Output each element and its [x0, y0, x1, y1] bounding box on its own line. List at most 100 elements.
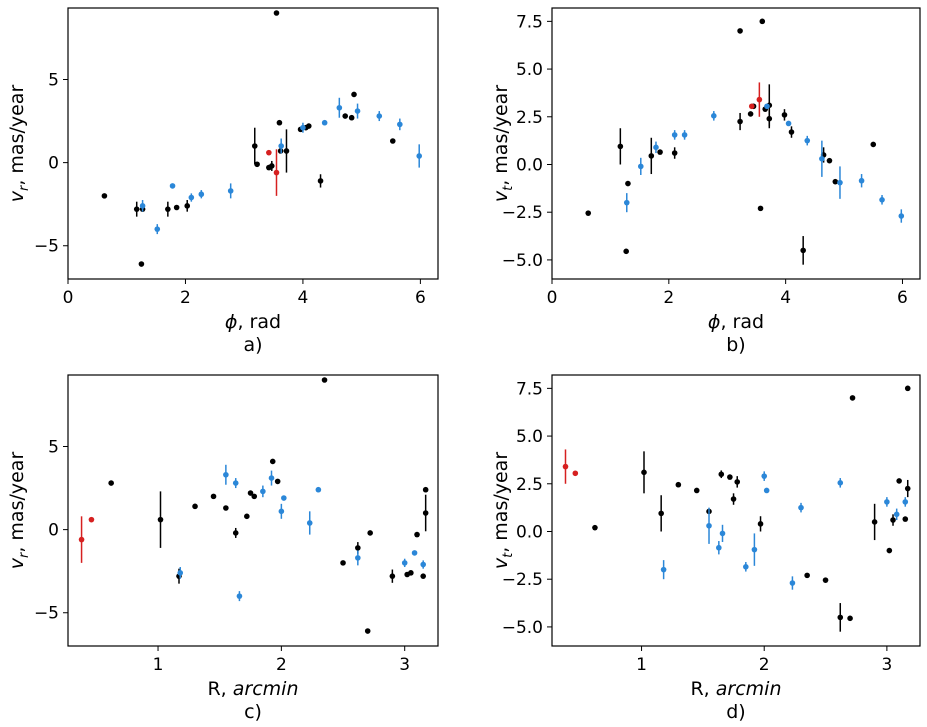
panel-label: a) — [243, 334, 262, 356]
data-point — [837, 480, 844, 486]
y-tick-label: 5.0 — [516, 60, 543, 80]
data-point — [719, 530, 726, 537]
data-point — [637, 163, 644, 170]
data-point — [283, 148, 290, 154]
data-point — [734, 479, 741, 485]
data-point — [658, 510, 664, 517]
y-tick-label: −5 — [34, 604, 59, 624]
y-tick-label: 5 — [48, 70, 59, 90]
data-point — [623, 248, 629, 255]
data-point — [711, 113, 717, 119]
data-point — [798, 504, 804, 511]
y-tick-label: 0.0 — [516, 522, 543, 542]
data-point — [397, 121, 403, 128]
data-point — [408, 570, 414, 576]
data-point — [893, 511, 900, 518]
data-point — [139, 203, 146, 209]
series-blue — [177, 464, 427, 602]
y-tick-label: 2.5 — [516, 475, 543, 495]
data-point — [227, 188, 234, 194]
y-tick-label: 5.0 — [516, 427, 543, 447]
data-point — [169, 183, 176, 189]
data-point — [693, 487, 700, 494]
data-point — [902, 499, 909, 505]
x-tick-label: 0 — [63, 288, 74, 308]
data-point — [572, 470, 579, 477]
panel-label: b) — [726, 334, 745, 356]
data-point — [592, 524, 598, 531]
plot-frame — [551, 7, 921, 280]
x-axis-label: R, arcmin — [207, 678, 298, 700]
data-point — [737, 28, 743, 34]
data-point — [718, 471, 725, 478]
data-point — [321, 377, 328, 383]
data-point — [101, 193, 108, 199]
data-point — [173, 204, 180, 211]
data-point — [389, 138, 396, 144]
data-point — [278, 143, 284, 149]
data-point — [748, 103, 755, 110]
y-tick-label: −2.5 — [502, 203, 543, 223]
data-point — [617, 143, 624, 150]
data-point — [351, 91, 357, 98]
data-point — [184, 203, 191, 209]
data-point — [364, 628, 371, 634]
data-point — [266, 149, 272, 156]
x-tick-label: 4 — [780, 288, 791, 308]
data-point — [138, 261, 145, 267]
data-point — [653, 144, 659, 151]
data-point — [562, 463, 569, 470]
data-point — [879, 196, 885, 203]
data-point — [244, 513, 250, 520]
data-point — [414, 531, 420, 538]
data-point — [278, 508, 285, 515]
data-point — [716, 544, 722, 551]
x-tick-label: 1 — [153, 655, 164, 675]
data-point — [78, 536, 85, 543]
data-point — [800, 247, 806, 254]
data-point — [420, 573, 427, 579]
data-point — [822, 577, 829, 583]
data-point — [268, 163, 275, 169]
data-point — [671, 132, 678, 138]
data-point — [198, 191, 205, 198]
data-point — [273, 169, 280, 176]
data-point — [355, 555, 361, 561]
data-point — [785, 120, 792, 127]
x-tick-label: 1 — [636, 655, 647, 675]
data-point — [759, 18, 766, 25]
data-point — [315, 486, 322, 493]
x-tick-label: 0 — [547, 288, 558, 308]
panel-d: 1 2 3 −5.0 −2.5 0.0 2.5 5.0 7.5 R, arcmin vt, mas/… — [490, 374, 921, 723]
data-point — [849, 395, 856, 401]
y-tick-label: −5 — [34, 237, 59, 257]
data-point — [902, 516, 909, 522]
data-point — [348, 114, 355, 121]
data-point — [367, 530, 373, 536]
data-point — [898, 213, 905, 219]
data-point — [154, 226, 161, 232]
data-point — [273, 10, 280, 16]
panel-b: 0 2 4 6 −5.0 −2.5 0.0 2.5 5.0 7.5 ϕ, rad vt, mas/ye… — [490, 7, 921, 356]
data-point — [858, 177, 865, 184]
y-tick-label: 7.5 — [516, 12, 543, 32]
data-point — [422, 510, 429, 516]
data-point — [416, 153, 423, 159]
data-point — [389, 573, 396, 579]
data-point — [837, 614, 844, 621]
panel-label: c) — [244, 701, 262, 723]
data-point — [623, 199, 630, 206]
x-tick-label: 3 — [399, 655, 410, 675]
y-tick-label: 0 — [48, 521, 59, 541]
data-point — [625, 180, 631, 187]
data-point — [730, 496, 737, 502]
data-point — [223, 505, 229, 511]
data-point — [411, 550, 418, 556]
series-red — [266, 149, 280, 196]
data-point — [871, 519, 878, 525]
data-point — [157, 516, 164, 523]
data-point — [281, 495, 287, 501]
data-point — [251, 143, 258, 149]
x-tick-label: 3 — [881, 655, 892, 675]
